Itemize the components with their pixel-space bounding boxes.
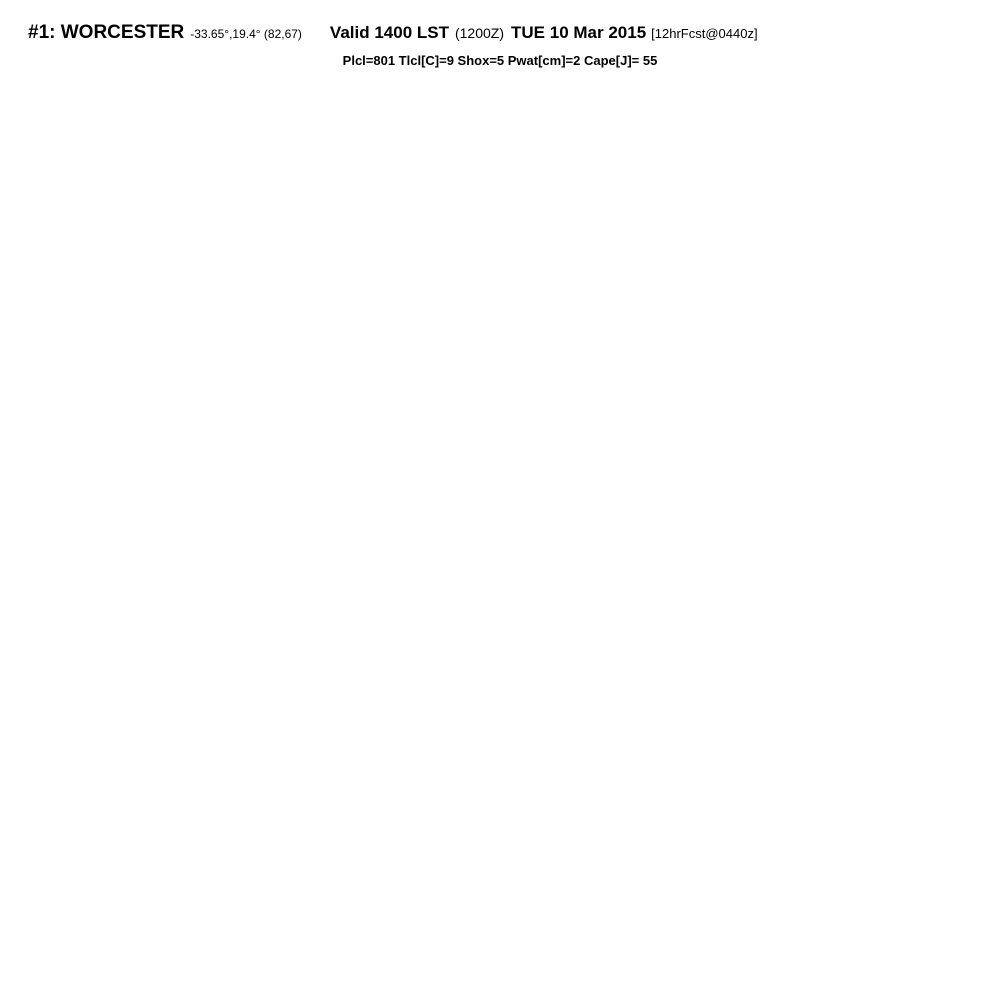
param-line: Plcl=801 Tlcl[C]=9 Shox=5 Pwat[cm]=2 Cap…	[342, 53, 658, 68]
forecast-tag: [12hrFcst@0440z]	[651, 26, 758, 41]
station-coords: -33.65°,19.4° (82,67)	[190, 27, 302, 41]
valid-date: TUE 10 Mar 2015	[511, 23, 647, 42]
valid-zulu: (1200Z)	[454, 25, 505, 41]
title-row: #1: WORCESTER -33.65°,19.4° (82,67) Valid …	[28, 22, 758, 44]
station-title: #1: WORCESTER	[28, 22, 185, 43]
valid-time-label: Valid 1400 LST	[329, 23, 449, 42]
